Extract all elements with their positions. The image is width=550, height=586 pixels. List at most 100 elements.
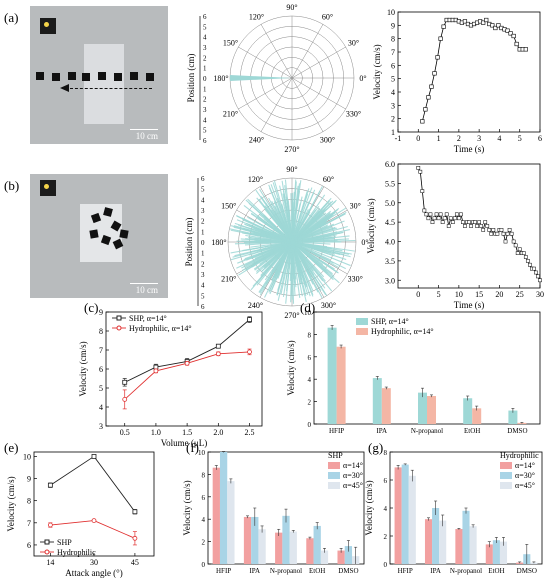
data-point (536, 274, 540, 279)
trajectory-ray (291, 189, 316, 243)
legend-marker (116, 315, 122, 321)
polar-spoke (291, 46, 346, 79)
polar-spoke (238, 46, 293, 79)
angle-tick-label: 0° (361, 238, 368, 247)
trajectory-ray (263, 214, 293, 243)
radial-tick-label: 1 (203, 65, 207, 73)
data-point (429, 84, 434, 89)
data-point (132, 535, 138, 541)
data-point (525, 259, 530, 263)
bar (455, 529, 463, 564)
data-point (91, 518, 97, 523)
data-point (508, 31, 513, 36)
data-point (523, 47, 528, 52)
droplet-marker (82, 73, 90, 81)
y-tick-label: 2 (391, 115, 395, 124)
data-point (517, 247, 522, 252)
x-tick-label: 1 (437, 134, 441, 143)
series-line (50, 520, 136, 539)
data-point (534, 270, 538, 275)
data-point (481, 228, 486, 232)
radial-tick-label: 0 (203, 75, 207, 83)
legend-label: α=45° (515, 481, 535, 490)
radial-tick-label: 2 (201, 260, 205, 268)
data-point (215, 343, 221, 349)
data-point (122, 396, 128, 402)
legend-swatch (328, 462, 340, 469)
trajectory-ray (254, 227, 293, 243)
radial-tick-label: 2 (201, 218, 205, 226)
y-tick-label: 2 (202, 539, 206, 547)
data-point (501, 231, 506, 236)
bar (282, 515, 290, 564)
data-point (153, 368, 159, 374)
y-tick-label: 6 (99, 365, 103, 374)
angle-tick-label: 180° (211, 238, 226, 247)
trajectory-ray (244, 241, 293, 260)
data-point (247, 317, 252, 323)
angle-tick-label: 150° (221, 202, 236, 211)
data-point (424, 212, 429, 217)
data-point (435, 55, 440, 60)
y-tick-label: 8 (384, 449, 388, 457)
polar-plot-b-polar: 90° 60° 30° 0° 330° 300° 270° 240° 210° 180° 150° 1… (184, 165, 369, 320)
chart-a-velocity: -1 0 1 2 3 4 5 6 1 2 3 4 5 6 7 8 9 10 Time (s) Velocity (cm… (372, 8, 542, 154)
y-tick-label: 7 (391, 48, 395, 57)
bar (408, 475, 416, 564)
category-label: EtOH (488, 567, 504, 575)
x-tick-label: 0 (416, 134, 420, 143)
trajectory-ray (291, 241, 339, 274)
bar (219, 452, 228, 564)
data-point (484, 17, 489, 23)
trajectory-ray (291, 225, 348, 243)
chart-e: 14 30 45 6 7 8 9 10 Attack angle (°) Velocity (cm… (6, 451, 155, 578)
trajectory-ray (244, 241, 293, 246)
data-point (489, 231, 494, 236)
y-axis-title: Velocity (cm/s) (6, 476, 16, 531)
polar-spoke (260, 77, 293, 132)
trajectory-ray (291, 216, 339, 243)
angle-tick-label: 30° (350, 202, 361, 211)
bar (424, 519, 433, 564)
data-point (538, 278, 542, 283)
trajectory-ray (291, 216, 318, 243)
y-tick-label: 6 (308, 354, 312, 362)
trajectory-ray (291, 241, 347, 261)
category-label: DMSO (507, 427, 527, 435)
x-tick-label: 2 (457, 134, 461, 143)
bar (327, 327, 337, 424)
y-tick-label: 4 (99, 403, 103, 412)
y-tick-label: 3 (391, 101, 395, 110)
data-point (521, 251, 526, 255)
scale-label-b: 10 cm (135, 285, 158, 295)
y-tick-label: 4 (202, 516, 206, 524)
trajectory-ray (291, 241, 302, 277)
x-tick-label: 2.0 (213, 428, 223, 437)
trajectory-ray (245, 238, 293, 243)
data-point (434, 212, 439, 217)
data-point (467, 220, 471, 224)
bar (394, 467, 402, 564)
trajectory-ray (273, 201, 293, 243)
bar (306, 538, 314, 564)
y-tick-label: 9 (99, 308, 103, 317)
axis-title: Position (cm) (184, 218, 194, 267)
x-axis-title: Time (s) (454, 144, 484, 154)
x-tick-label: 30 (536, 290, 544, 299)
data-point (426, 216, 431, 221)
trajectory-ray (277, 241, 293, 291)
trajectory-ray (230, 241, 293, 254)
angle-tick-label: 120° (249, 13, 264, 22)
data-point (481, 20, 486, 25)
angle-tick-label: 30° (348, 39, 359, 48)
polar-spoke (291, 77, 346, 110)
x-tick-label: -1 (395, 134, 402, 143)
x-tick-label: 5 (518, 134, 522, 143)
data-point (428, 212, 433, 217)
radial-tick-label: 5 (203, 23, 207, 31)
trajectory-ray (291, 207, 321, 243)
data-point (496, 23, 501, 28)
angle-tick-label: 60° (322, 13, 333, 22)
data-point (523, 255, 528, 259)
panel-label-e: (e) (4, 440, 19, 455)
